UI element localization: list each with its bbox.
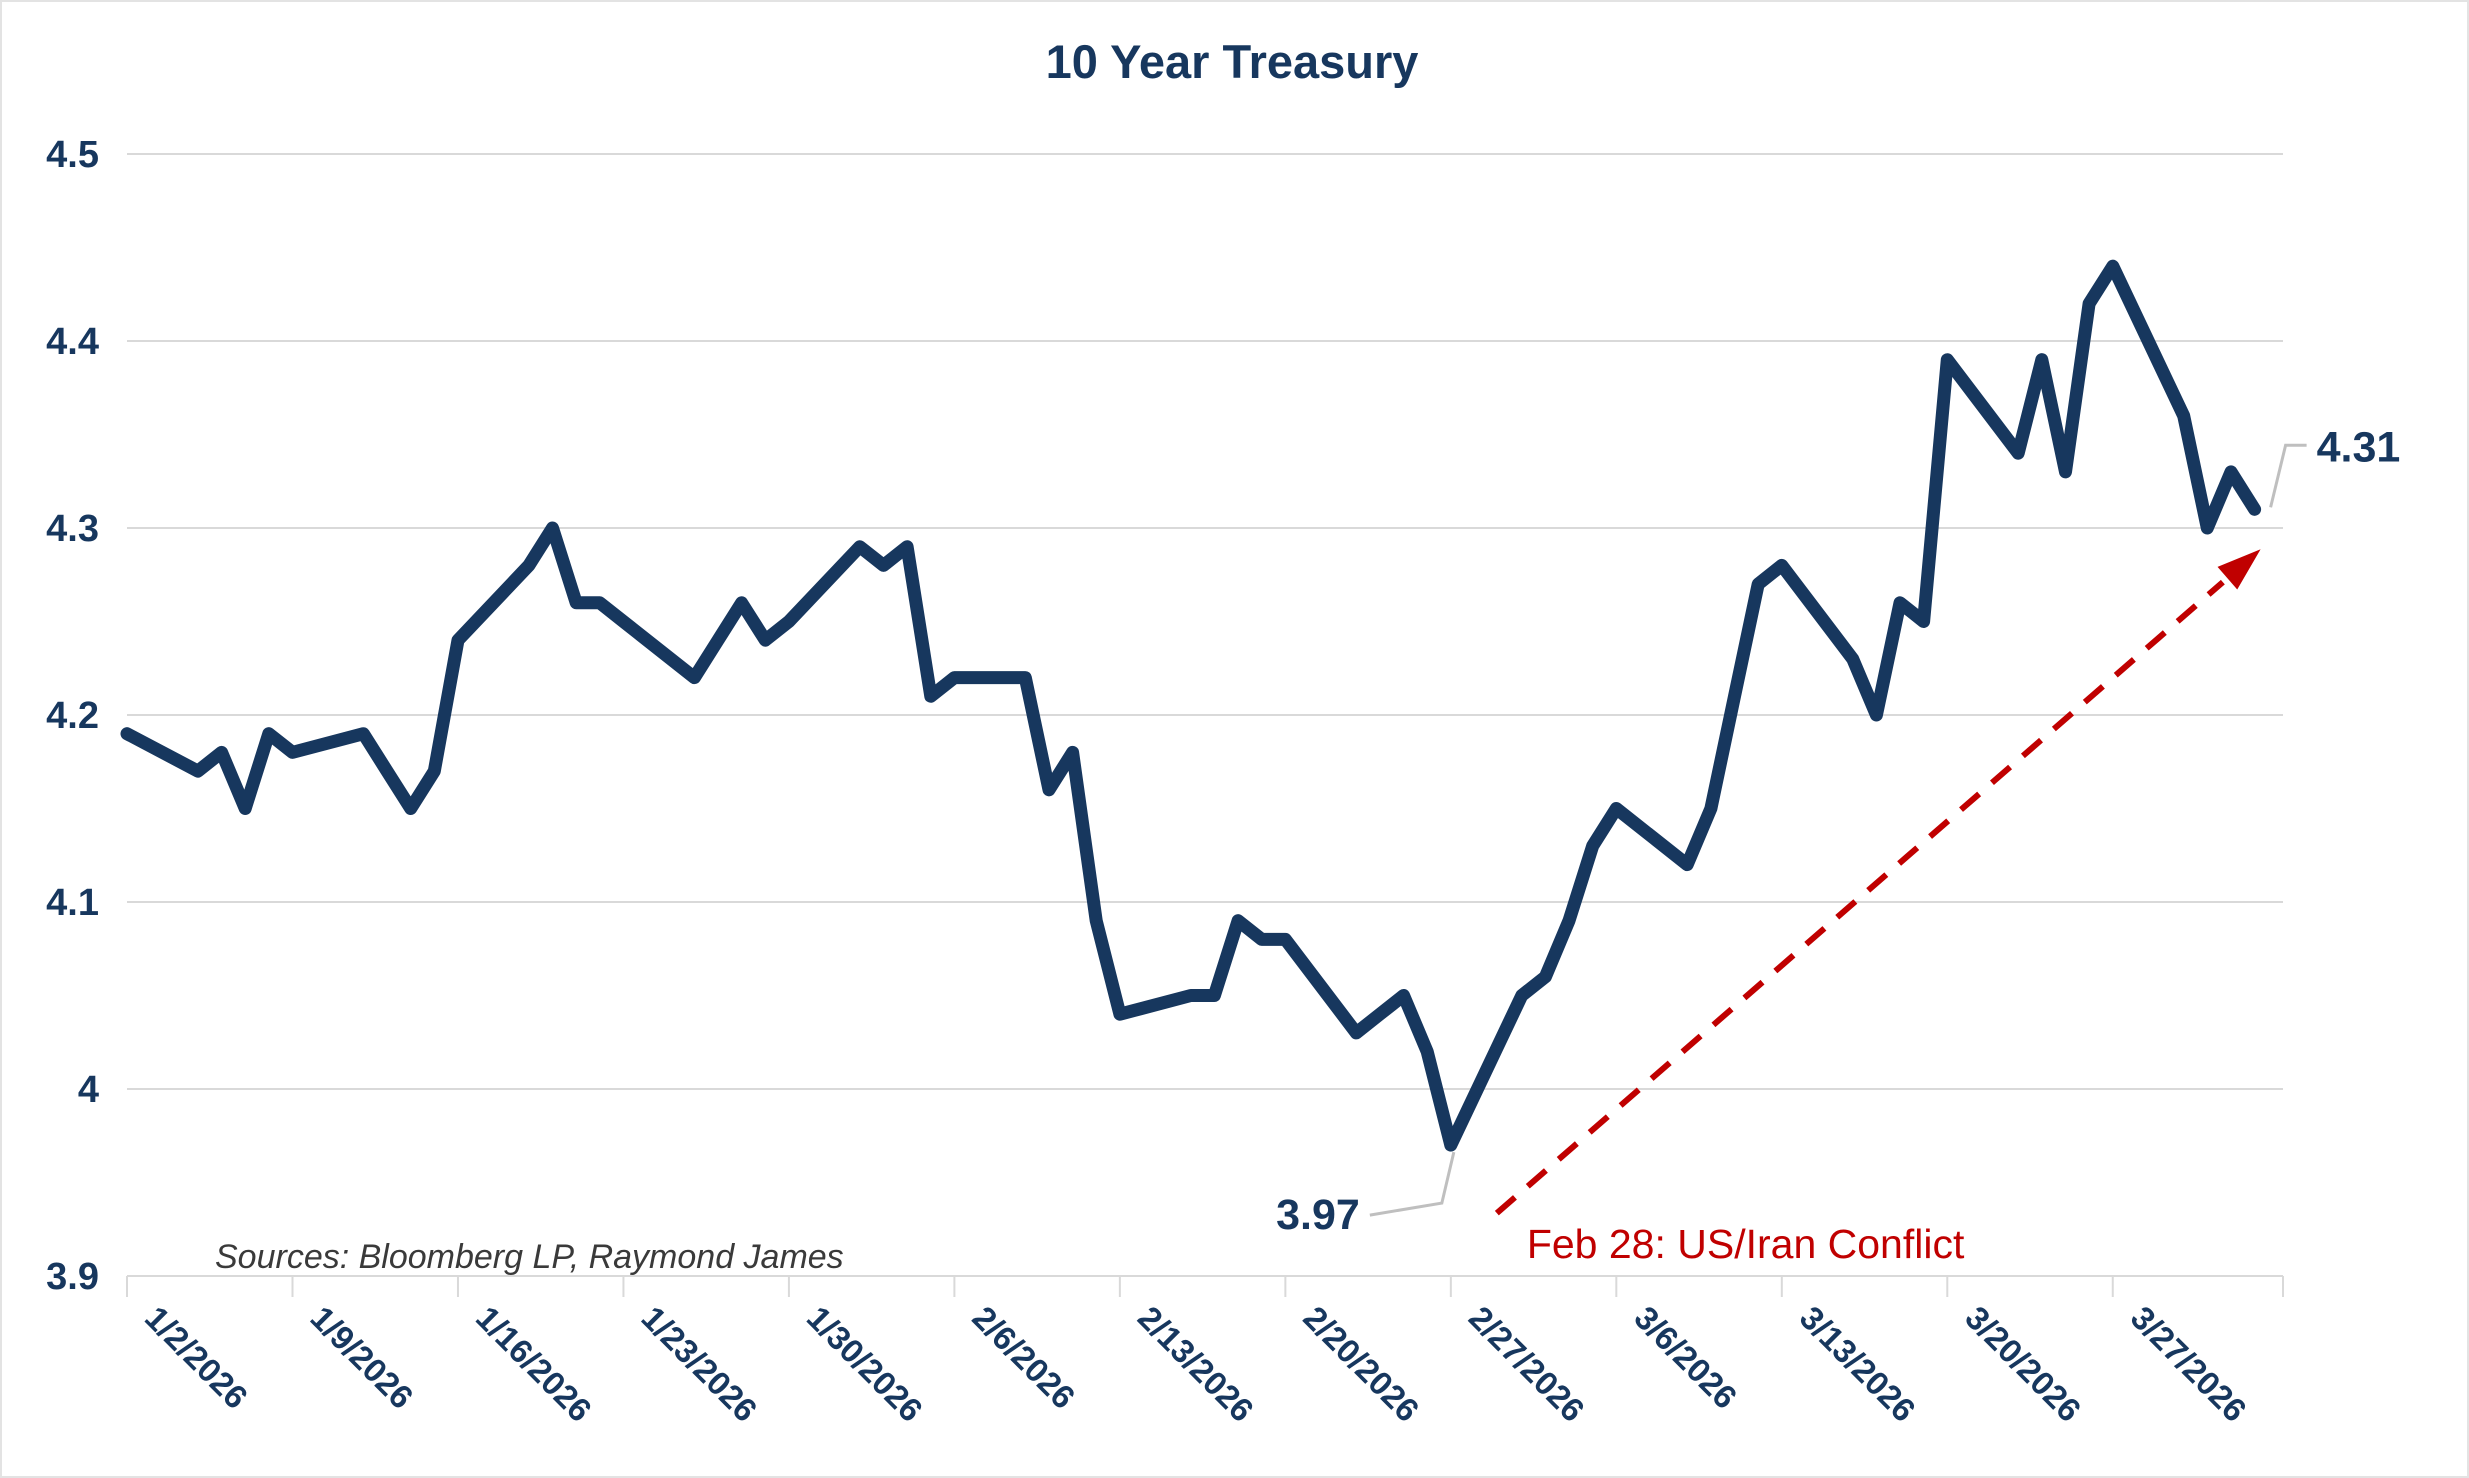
y-axis-tick-label: 3.9 (46, 1256, 99, 1298)
end-label-leader-line (2269, 443, 2307, 508)
y-axis-tick-label: 4 (78, 1069, 99, 1111)
sources-note: Sources: Bloomberg LP, Raymond James (215, 1238, 844, 1276)
x-axis-group (126, 1275, 2284, 1297)
x-axis-tick-label: 3/27/2026 (2124, 1299, 2254, 1429)
x-axis-tick-label: 2/6/2026 (965, 1299, 1082, 1416)
y-axis-tick-label: 4.4 (46, 321, 99, 363)
x-axis-tick-label: 2/20/2026 (1296, 1299, 1426, 1429)
x-axis-tick-label: 3/13/2026 (1793, 1299, 1923, 1429)
x-axis-tick-label: 1/23/2026 (634, 1299, 764, 1429)
event-annotation-text: Feb 28: US/Iran Conflict (1527, 1221, 1965, 1267)
x-axis-tick-label: 1/2/2026 (138, 1299, 255, 1416)
low-label-leader-line (1369, 1151, 1456, 1217)
treasury-yield-line (120, 259, 2262, 1152)
chart-title: 10 Year Treasury (1046, 35, 1419, 88)
x-axis-tick-label: 2/27/2026 (1462, 1299, 1592, 1429)
y-axis-tick-label: 4.5 (46, 134, 99, 176)
x-axis-tick-label: 2/13/2026 (1131, 1299, 1261, 1429)
y-axis-tick-label: 4.1 (46, 882, 99, 924)
end-point-value-label: 4.31 (2317, 423, 2401, 471)
x-axis-tick-label: 3/6/2026 (1627, 1299, 1744, 1416)
x-axis-tick-label: 1/30/2026 (800, 1299, 930, 1429)
y-axis-labels-group: 4.5 4.4 4.3 4.2 4.1 4 3.9 (46, 134, 99, 1298)
x-axis-tick-label: 1/16/2026 (469, 1299, 599, 1429)
x-axis-labels-group: 1/2/2026 1/9/2026 1/16/2026 1/23/2026 1/30/2… (138, 1299, 2254, 1429)
x-axis-tick-label: 1/9/2026 (304, 1299, 421, 1416)
event-arrow-head (2217, 549, 2261, 590)
low-point-value-label: 3.97 (1276, 1191, 1360, 1239)
y-axis-tick-label: 4.2 (46, 695, 99, 737)
event-arrow-dashed-line (1494, 579, 2225, 1216)
x-axis-tick-label: 3/20/2026 (1958, 1299, 2088, 1429)
annotation-layer: 3.97 4.31 Feb 28: US/Iran Conflict (1276, 423, 2400, 1267)
y-axis-tick-label: 4.3 (46, 508, 99, 550)
